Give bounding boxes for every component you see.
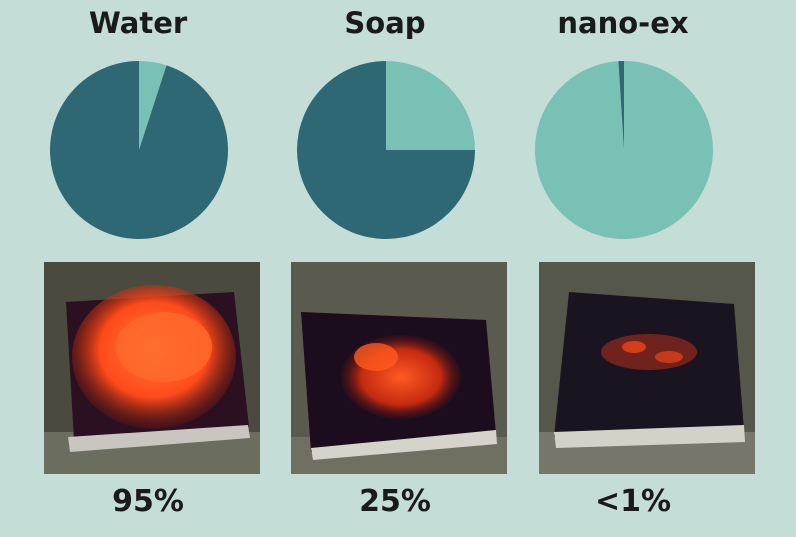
pie-slice-dark	[297, 61, 475, 239]
percentage-label: 95%	[112, 484, 184, 519]
chart-title: Water	[88, 6, 188, 40]
pie-slice-light	[386, 61, 475, 150]
chart-title: nano-ex	[557, 6, 689, 40]
pie-chart	[297, 61, 475, 239]
column-soap: Soap 25%	[275, 0, 507, 537]
pie-chart	[50, 61, 228, 239]
column-water: Water 95%	[28, 0, 260, 537]
burning-sample-photo	[539, 262, 755, 474]
percentage-label: 25%	[359, 484, 431, 519]
pie-slice-dark	[618, 61, 624, 150]
pie-chart	[535, 61, 713, 239]
burning-sample-photo	[44, 262, 260, 474]
column-nano-ex: nano-ex <1%	[513, 0, 755, 537]
pie-slice-dark	[50, 61, 228, 239]
pie-slice-light	[139, 61, 167, 150]
burning-sample-photo	[291, 262, 507, 474]
percentage-label: <1%	[594, 484, 672, 519]
chart-title: Soap	[344, 6, 426, 40]
